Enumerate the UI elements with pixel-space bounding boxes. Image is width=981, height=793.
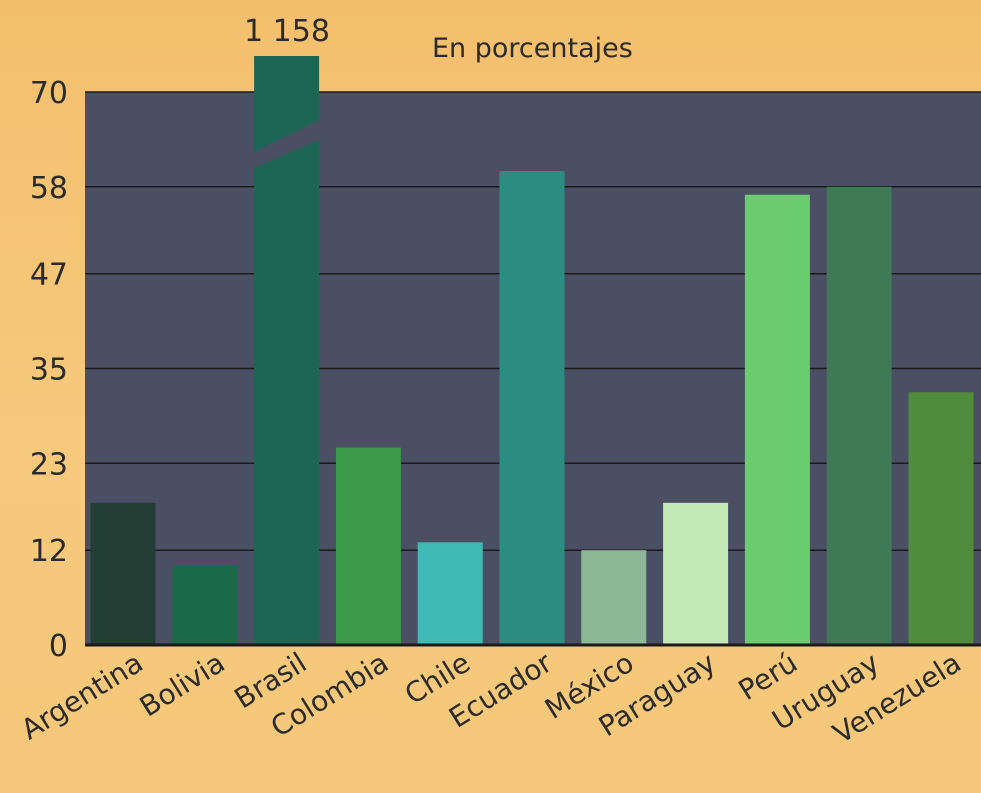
- y-tick-label: 47: [30, 258, 68, 293]
- y-tick-label: 12: [30, 534, 68, 569]
- bar-méxico: [581, 550, 647, 645]
- bar-ecuador: [499, 171, 565, 645]
- category-label: Argentina: [15, 646, 148, 746]
- bar-bolivia: [172, 566, 238, 645]
- bar-venezuela: [908, 392, 974, 645]
- y-tick-label: 58: [30, 171, 68, 206]
- bar-argentina: [90, 502, 156, 645]
- category-label: Bolivia: [134, 646, 231, 723]
- y-tick-label: 23: [30, 447, 68, 482]
- y-tick-labels: 0 12 23 35 47 58 70: [30, 76, 68, 664]
- axis-break-mark: [254, 120, 320, 168]
- bar-chile: [417, 542, 483, 645]
- y-tick-label: 70: [30, 76, 68, 111]
- bar-colombia: [335, 447, 401, 645]
- y-tick-label: 0: [49, 629, 68, 664]
- bar-perú: [744, 194, 810, 645]
- bar-paraguay: [663, 502, 729, 645]
- bar-uruguay: [826, 186, 892, 646]
- brasil-value-label: 1 158: [244, 14, 330, 49]
- chart-subtitle: En porcentajes: [432, 33, 633, 64]
- y-tick-label: 35: [30, 353, 68, 388]
- bars: [90, 56, 974, 646]
